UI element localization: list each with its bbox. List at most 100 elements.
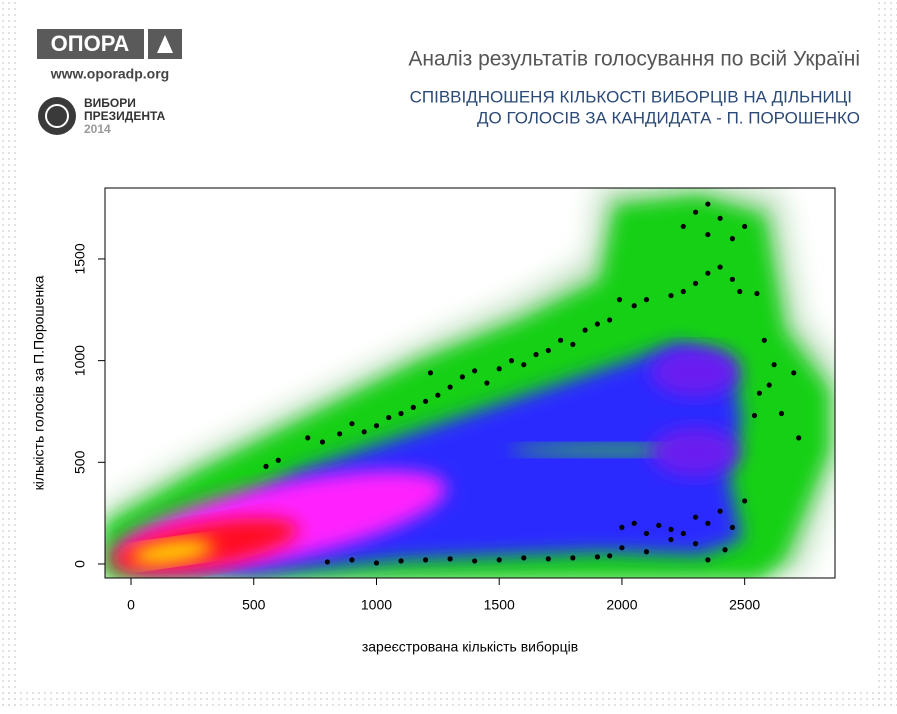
point xyxy=(692,280,699,286)
point xyxy=(729,524,735,530)
point xyxy=(459,374,465,380)
point xyxy=(361,429,367,435)
x-tick-label: 1500 xyxy=(484,597,515,613)
point xyxy=(594,321,600,327)
border xyxy=(878,0,897,709)
x-axis-label: зареєстрована кількість виборців xyxy=(362,639,578,655)
point xyxy=(778,410,785,417)
point xyxy=(680,288,686,295)
point xyxy=(435,392,441,398)
logo: ОПОРА xyxy=(51,31,130,56)
point xyxy=(643,297,650,303)
point xyxy=(680,530,686,537)
point xyxy=(756,390,762,396)
chart-subtitle: СПІВВІДНОШЕНЯ КІЛЬКОСТІ ВИБОРЦІВ НА ДІЛЬ… xyxy=(410,87,852,106)
point xyxy=(398,558,404,564)
point xyxy=(398,410,404,417)
logo-box xyxy=(37,29,144,59)
point xyxy=(349,557,355,563)
point xyxy=(570,555,576,561)
point xyxy=(521,555,527,561)
point xyxy=(729,236,735,242)
point xyxy=(656,522,662,528)
point xyxy=(472,558,478,564)
point xyxy=(484,380,490,386)
point xyxy=(422,398,429,404)
point xyxy=(427,370,434,376)
point xyxy=(631,303,637,309)
point xyxy=(410,404,416,411)
point xyxy=(373,423,380,429)
y-tick-label: 500 xyxy=(72,450,88,474)
point xyxy=(422,557,429,563)
point xyxy=(761,337,767,343)
border xyxy=(0,690,897,709)
point xyxy=(275,457,281,463)
point xyxy=(791,370,797,376)
point xyxy=(692,541,699,547)
point xyxy=(668,536,674,543)
x-tick-label: 2000 xyxy=(606,597,637,613)
point xyxy=(722,547,728,553)
density-yellow xyxy=(130,539,214,565)
point xyxy=(717,508,723,514)
chart-subtitle: ДО ГОЛОСІВ ЗА КАНДИДАТА - П. ПОРОШЕНКО xyxy=(477,108,860,127)
point xyxy=(742,223,748,230)
badge-text: ВИБОРИ xyxy=(84,96,136,110)
point xyxy=(607,553,613,559)
point xyxy=(742,498,748,504)
point xyxy=(582,327,588,333)
point xyxy=(319,439,326,445)
point xyxy=(619,524,625,530)
point xyxy=(594,554,600,560)
point xyxy=(631,520,637,526)
point xyxy=(729,276,735,282)
y-tick-label: 1500 xyxy=(72,243,88,274)
x-tick-label: 0 xyxy=(127,597,135,613)
x-tick-label: 1000 xyxy=(361,597,392,613)
point xyxy=(766,382,772,388)
point xyxy=(754,290,760,297)
point xyxy=(796,435,802,441)
point xyxy=(717,264,723,270)
point xyxy=(705,520,711,526)
badge-text: ПРЕЗИДЕНТА xyxy=(84,109,166,123)
y-axis-label: кількість голосів за П.Порошенка xyxy=(31,275,47,490)
y-tick-label: 0 xyxy=(72,560,88,568)
point xyxy=(545,556,551,562)
badge-year: 2014 xyxy=(84,122,111,136)
point xyxy=(692,209,699,215)
point xyxy=(570,341,576,347)
point xyxy=(717,215,723,221)
point xyxy=(616,297,623,303)
point xyxy=(557,337,564,343)
density-lobe xyxy=(650,427,740,477)
point xyxy=(705,231,711,238)
y-tick-label: 1000 xyxy=(72,345,88,376)
logo-icon xyxy=(157,35,173,53)
point xyxy=(324,559,330,565)
chart-title: Аналіз результатів голосування по всій У… xyxy=(408,48,860,71)
point xyxy=(643,549,650,555)
website: www.oporadp.org xyxy=(50,66,169,82)
point xyxy=(643,530,650,537)
point xyxy=(533,351,539,358)
point xyxy=(751,412,758,419)
badge-icon xyxy=(45,104,69,128)
x-tick-label: 2500 xyxy=(729,597,760,613)
point xyxy=(680,223,686,230)
x-tick-label: 500 xyxy=(242,597,266,613)
point xyxy=(508,358,515,364)
point xyxy=(692,514,699,520)
point xyxy=(607,317,613,323)
point xyxy=(263,463,269,469)
point xyxy=(705,201,711,207)
point xyxy=(496,366,502,372)
point xyxy=(737,288,743,295)
point xyxy=(349,421,355,427)
point xyxy=(705,270,711,276)
density xyxy=(105,188,835,578)
point xyxy=(373,560,380,566)
